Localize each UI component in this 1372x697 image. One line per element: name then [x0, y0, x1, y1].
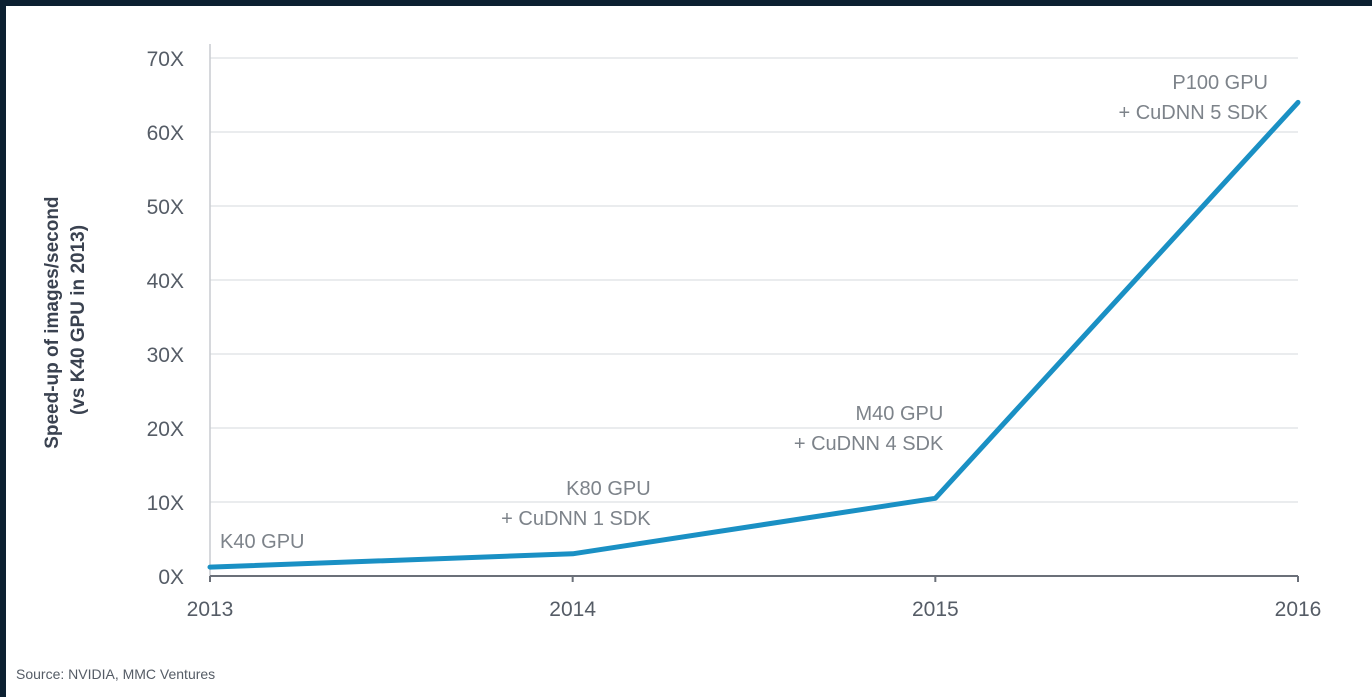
x-tick-label: 2015 [912, 598, 959, 621]
y-axis-label-line-2: (vs K40 GPU in 2013) [68, 225, 89, 415]
point-annotation: K40 GPU [220, 531, 304, 553]
x-tick-label: 2013 [187, 598, 234, 621]
point-annotation-line: K40 GPU [220, 531, 304, 553]
y-axis-label-line-1: Speed-up of images/second [42, 196, 63, 448]
point-annotation-line: P100 GPU [1172, 72, 1268, 94]
y-axis-label: Speed-up of images/second (vs K40 GPU in… [42, 191, 89, 449]
chart-panel [6, 6, 1372, 697]
point-annotation: P100 GPU + CuDNN 5 SDK [1119, 72, 1269, 124]
point-annotation-line: + CuDNN 1 SDK [501, 508, 651, 530]
point-annotation: M40 GPU + CuDNN 4 SDK [794, 403, 944, 455]
y-tick-label: 40X [147, 270, 184, 293]
x-tick-label: 2016 [1275, 598, 1322, 621]
point-annotation-line: + CuDNN 5 SDK [1119, 102, 1269, 124]
source-note: Source: NVIDIA, MMC Ventures [16, 666, 216, 682]
y-tick-label: 0X [158, 566, 184, 589]
y-tick-labels: 0X 10X 20X 30X 40X 50X 60X 70X [147, 48, 184, 589]
y-tick-label: 30X [147, 344, 184, 367]
series-line [207, 99, 1301, 570]
y-tick-label: 70X [147, 48, 184, 71]
x-tick-label: 2014 [549, 598, 596, 621]
y-tick-label: 60X [147, 122, 184, 145]
y-tick-label: 20X [147, 418, 184, 441]
y-tick-label: 50X [147, 196, 184, 219]
point-annotation-line: + CuDNN 4 SDK [794, 433, 944, 455]
point-annotations: K40 GPU K80 GPU + CuDNN 1 SDK M40 GPU + CuDN… [220, 72, 1269, 553]
gridlines [210, 57, 1298, 503]
y-tick-label: 10X [147, 492, 184, 515]
point-annotation: K80 GPU + CuDNN 1 SDK [501, 478, 651, 530]
point-annotation-line: M40 GPU [856, 403, 944, 425]
point-annotation-line: K80 GPU [566, 478, 650, 500]
x-tick-labels: 2013 2014 2015 2016 [187, 576, 1322, 621]
